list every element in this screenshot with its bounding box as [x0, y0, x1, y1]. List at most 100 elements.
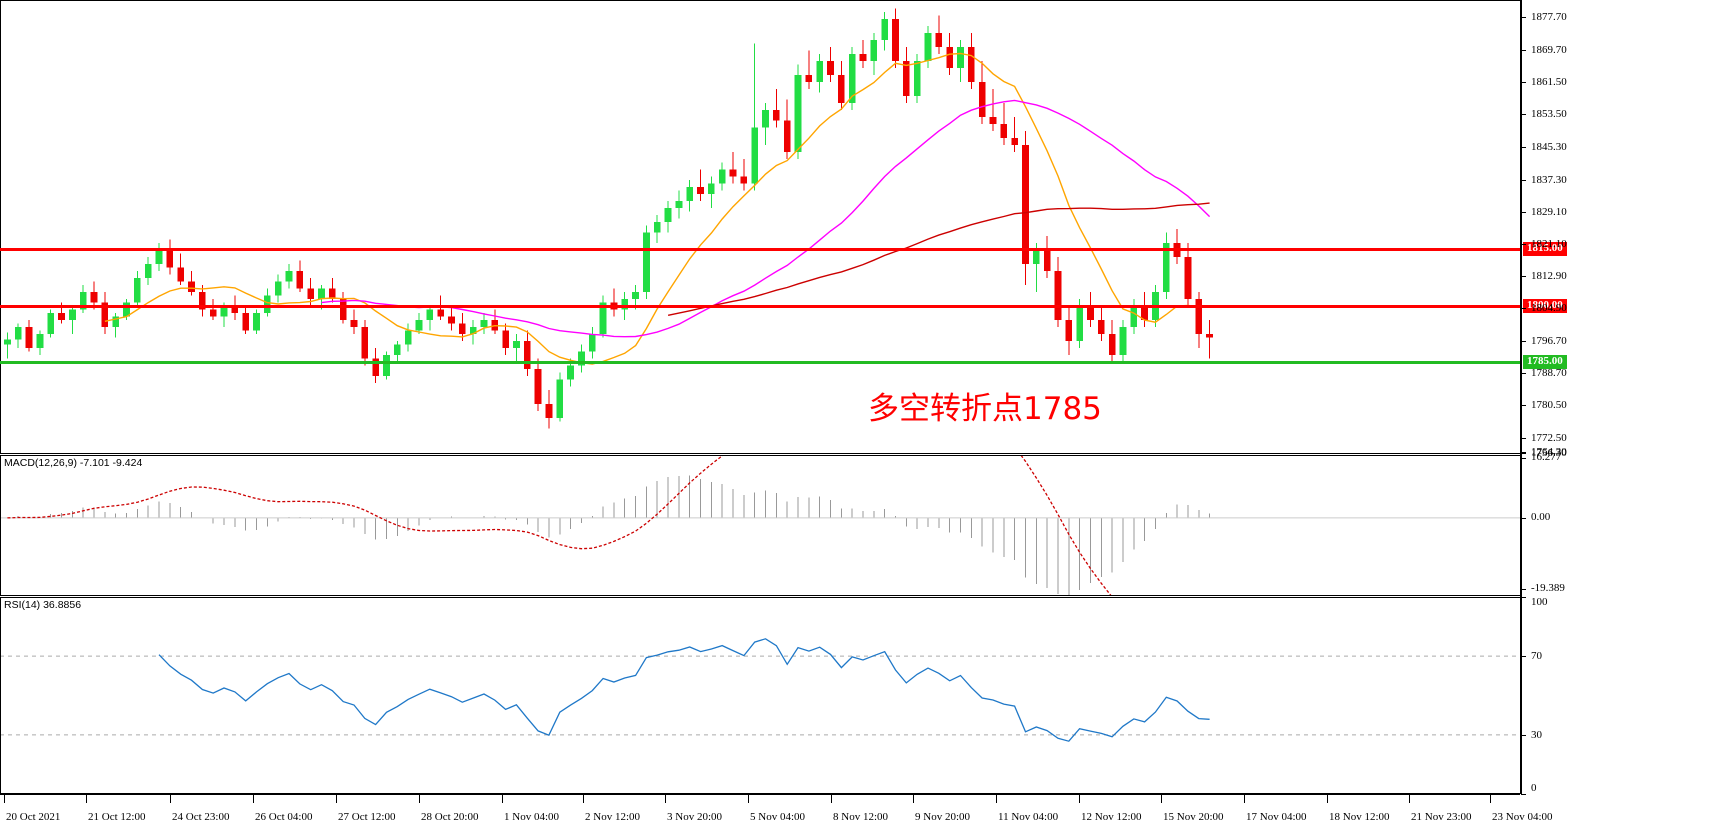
price-axis-tick	[1521, 453, 1526, 454]
rsi-axis-tick-label: 70	[1531, 650, 1542, 663]
price-axis-tick-label: 1861.50	[1531, 76, 1567, 88]
price-axis-tick-label: 1821.10	[1531, 238, 1567, 250]
date-axis-label: 27 Oct 12:00	[338, 811, 396, 823]
date-axis-tick	[913, 795, 914, 803]
price-axis-tick-label: 1780.50	[1531, 399, 1567, 411]
price-axis-tick	[1521, 180, 1526, 181]
date-axis-label: 9 Nov 20:00	[915, 811, 970, 823]
date-axis-tick	[1079, 795, 1080, 803]
price-axis-tick-label: 1853.50	[1531, 108, 1567, 120]
level-line-1800-00[interactable]	[0, 305, 1520, 308]
date-axis-label: 26 Oct 04:00	[255, 811, 313, 823]
date-axis-tick	[336, 795, 337, 803]
macd-axis-tick	[1521, 457, 1526, 459]
date-axis-label: 20 Oct 2021	[6, 811, 61, 823]
date-axis-label: 5 Nov 04:00	[750, 811, 805, 823]
date-axis-tick	[996, 795, 997, 803]
price-axis-tick	[1521, 17, 1526, 18]
price-axis-tick-label: 1877.70	[1531, 11, 1567, 23]
date-axis-label: 24 Oct 23:00	[172, 811, 230, 823]
price-axis-tick	[1521, 212, 1526, 213]
date-axis-label: 15 Nov 20:00	[1163, 811, 1224, 823]
date-axis-tick	[831, 795, 832, 803]
price-axis-tick-label: 1788.70	[1531, 367, 1567, 379]
price-axis-tick	[1521, 452, 1526, 453]
macd-axis-tick-label: 0.00	[1531, 510, 1551, 523]
level-line-1815-00[interactable]	[0, 248, 1520, 251]
date-axis-tick	[419, 795, 420, 803]
date-axis-tick	[583, 795, 584, 803]
date-axis-tick	[170, 795, 171, 803]
date-axis-label: 3 Nov 20:00	[667, 811, 722, 823]
price-axis-tick-label: 1812.90	[1531, 270, 1567, 282]
date-axis-tick	[1244, 795, 1245, 803]
price-axis-tick-label: 1772.50	[1531, 432, 1567, 444]
date-axis-label: 18 Nov 12:00	[1329, 811, 1390, 823]
rsi-axis-tick-label: 30	[1531, 728, 1542, 741]
price-axis-tick	[1521, 50, 1526, 51]
macd-chart-canvas	[0, 455, 1520, 595]
price-axis-tick	[1521, 373, 1526, 374]
price-axis-tick	[1521, 405, 1526, 406]
macd-indicator-label: MACD(12,26,9) -7.101 -9.424	[4, 457, 143, 469]
price-axis-tick-label: 1796.70	[1531, 335, 1567, 347]
price-axis-tick-label: 1845.30	[1531, 141, 1567, 153]
price-axis-tick	[1521, 308, 1526, 309]
rsi-axis-tick	[1521, 734, 1526, 736]
level-line-1785-00[interactable]	[0, 361, 1520, 364]
date-axis-label: 12 Nov 12:00	[1081, 811, 1142, 823]
date-axis-label: 28 Oct 20:00	[421, 811, 479, 823]
macd-axis-tick-label: -19.389	[1531, 582, 1565, 595]
macd-axis-tick-label: 16.277	[1531, 450, 1562, 463]
price-axis-tick-label: 1764.30	[1531, 446, 1567, 458]
price-axis-tick	[1521, 114, 1526, 115]
date-axis-label: 8 Nov 12:00	[833, 811, 888, 823]
macd-panel[interactable]	[0, 455, 1520, 595]
price-axis-tick	[1521, 82, 1526, 83]
price-axis-tick	[1521, 244, 1526, 245]
rsi-axis-tick-label: 0	[1531, 782, 1537, 794]
price-axis-tick-label: 1756.30	[1531, 447, 1567, 459]
date-axis-label: 2 Nov 12:00	[585, 811, 640, 823]
date-axis-tick	[748, 795, 749, 803]
date-axis-tick	[1327, 795, 1328, 803]
rsi-axis-tick-label: 100	[1531, 596, 1548, 608]
date-axis-tick	[502, 795, 503, 803]
price-axis-tick-label: 1804.90	[1531, 302, 1567, 314]
date-axis-label: 23 Nov 04:00	[1492, 811, 1553, 823]
level-price-tag-1800-00[interactable]: 1800.00	[1523, 299, 1567, 313]
date-axis-label: 11 Nov 04:00	[998, 811, 1059, 823]
date-axis-tick	[1409, 795, 1410, 803]
price-axis-tick-label: 1837.30	[1531, 174, 1567, 186]
date-axis-tick	[253, 795, 254, 803]
rsi-chart-canvas	[0, 638, 1520, 742]
date-axis-label: 1 Nov 04:00	[504, 811, 559, 823]
date-axis-label: 17 Nov 04:00	[1246, 811, 1307, 823]
rsi-indicator-label: RSI(14) 36.8856	[4, 599, 82, 611]
price-axis-tick-label: 1829.10	[1531, 206, 1567, 218]
date-axis-tick	[1490, 795, 1491, 803]
price-chart-canvas	[4, 8, 1213, 429]
level-price-tag-1815-00[interactable]: 1815.00	[1523, 242, 1567, 256]
date-axis-tick	[665, 795, 666, 803]
macd-axis-tick	[1521, 589, 1526, 591]
price-axis-tick	[1521, 276, 1526, 277]
axis-divider	[1520, 0, 1522, 794]
date-axis[interactable]: 20 Oct 2021 21 Oct 12:00 24 Oct 23:00 26 Oc…	[0, 794, 1553, 836]
date-axis-tick	[86, 795, 87, 803]
date-axis-label: 21 Nov 23:00	[1411, 811, 1472, 823]
chart-annotation-text: 多空转折点1785	[868, 391, 1102, 427]
price-axis[interactable]	[1520, 0, 1730, 794]
rsi-axis-tick	[1521, 597, 1526, 598]
rsi-axis-tick	[1521, 656, 1526, 658]
price-axis-tick	[1521, 147, 1526, 148]
price-panel[interactable]	[0, 0, 1520, 453]
price-axis-tick	[1521, 438, 1526, 439]
date-axis-label: 21 Oct 12:00	[88, 811, 146, 823]
level-price-tag-1785-00[interactable]: 1785.00	[1523, 355, 1567, 369]
date-axis-tick	[1161, 795, 1162, 803]
price-axis-tick	[1521, 341, 1526, 342]
macd-axis-tick	[1521, 517, 1526, 519]
rsi-panel[interactable]	[0, 597, 1520, 794]
